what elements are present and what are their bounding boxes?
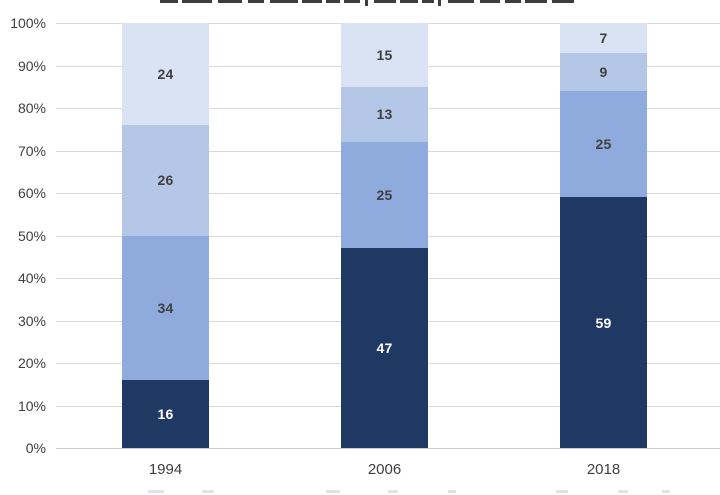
title-letter-fragment	[270, 0, 298, 3]
title-letter-fragment	[525, 0, 547, 3]
title-letter-fragment	[344, 0, 360, 3]
data-label: 16	[157, 406, 174, 422]
bar-segment-2018-segment-2: 25	[560, 91, 647, 198]
legend-item-fragment	[662, 490, 670, 493]
data-label: 47	[376, 340, 393, 357]
bar-segment-1994-segment-4-top: 24	[122, 23, 209, 125]
title-letter-fragment	[248, 0, 264, 3]
data-label: 9	[599, 63, 608, 80]
y-axis-tick-label: 20%	[17, 355, 46, 371]
bar-segment-1994-segment-3: 26	[122, 125, 209, 236]
title-letter-fragment	[438, 0, 441, 6]
bar-segment-1994-segment-1-bottom: 16	[122, 380, 209, 448]
legend-item-fragment	[326, 490, 340, 493]
bar-segment-2006-segment-4-top: 15	[341, 23, 428, 87]
bar-segment-2006-segment-3: 13	[341, 86, 428, 142]
bar-segment-2018-segment-4-top: 7	[560, 23, 647, 53]
title-letter-fragment	[326, 0, 340, 3]
title-letter-fragment	[422, 0, 434, 3]
bar-segment-2018-segment-1-bottom: 59	[560, 197, 647, 448]
data-label: 59	[595, 314, 612, 331]
title-letter-fragment	[182, 0, 212, 3]
gridline-0%	[56, 448, 720, 449]
legend-item-fragment	[618, 490, 628, 493]
bar-segment-1994-segment-2: 34	[122, 235, 209, 380]
data-label: 24	[157, 66, 174, 82]
title-letter-fragment	[448, 0, 474, 3]
legend-item-fragment	[556, 490, 568, 493]
y-axis-tick-label: 10%	[17, 397, 46, 414]
y-axis-tick-label: 30%	[17, 312, 46, 329]
legend-item-fragment	[388, 490, 398, 493]
title-letter-fragment	[552, 0, 574, 3]
title-letter-fragment	[480, 0, 500, 3]
data-label: 34	[157, 299, 174, 316]
y-axis-tick-label: 80%	[17, 100, 46, 116]
title-letter-fragment	[365, 0, 368, 6]
legend-item-fragment	[448, 490, 456, 493]
bar-segment-2018-segment-3: 9	[560, 52, 647, 91]
y-axis-tick-label: 0%	[25, 440, 46, 456]
data-label: 25	[376, 187, 393, 204]
x-axis-category-label: 2006	[367, 461, 402, 478]
data-label: 26	[157, 172, 174, 189]
data-label: 15	[376, 46, 393, 63]
title-letter-fragment	[505, 0, 521, 3]
title-letter-fragment	[400, 0, 418, 3]
title-letter-fragment	[374, 0, 396, 3]
x-axis-category-label: 1994	[148, 461, 183, 478]
y-axis-tick-label: 90%	[17, 57, 46, 74]
x-axis-category-label: 2018	[586, 461, 621, 478]
title-letter-fragment	[218, 0, 242, 3]
y-axis-tick-label: 40%	[17, 270, 46, 286]
legend-item-fragment	[148, 490, 164, 493]
y-axis-tick-label: 50%	[17, 227, 46, 244]
title-letter-fragment	[302, 0, 322, 3]
data-label: 25	[595, 136, 612, 153]
data-label: 7	[599, 29, 608, 46]
data-label: 13	[376, 106, 393, 123]
legend-item-fragment	[202, 490, 214, 493]
bar-segment-2006-segment-1-bottom: 47	[341, 248, 428, 448]
y-axis-tick-label: 100%	[10, 15, 46, 31]
bar-segment-2006-segment-2: 25	[341, 142, 428, 249]
y-axis-tick-label: 60%	[17, 185, 46, 201]
y-axis-tick-label: 70%	[17, 142, 46, 159]
title-letter-fragment	[160, 0, 178, 3]
